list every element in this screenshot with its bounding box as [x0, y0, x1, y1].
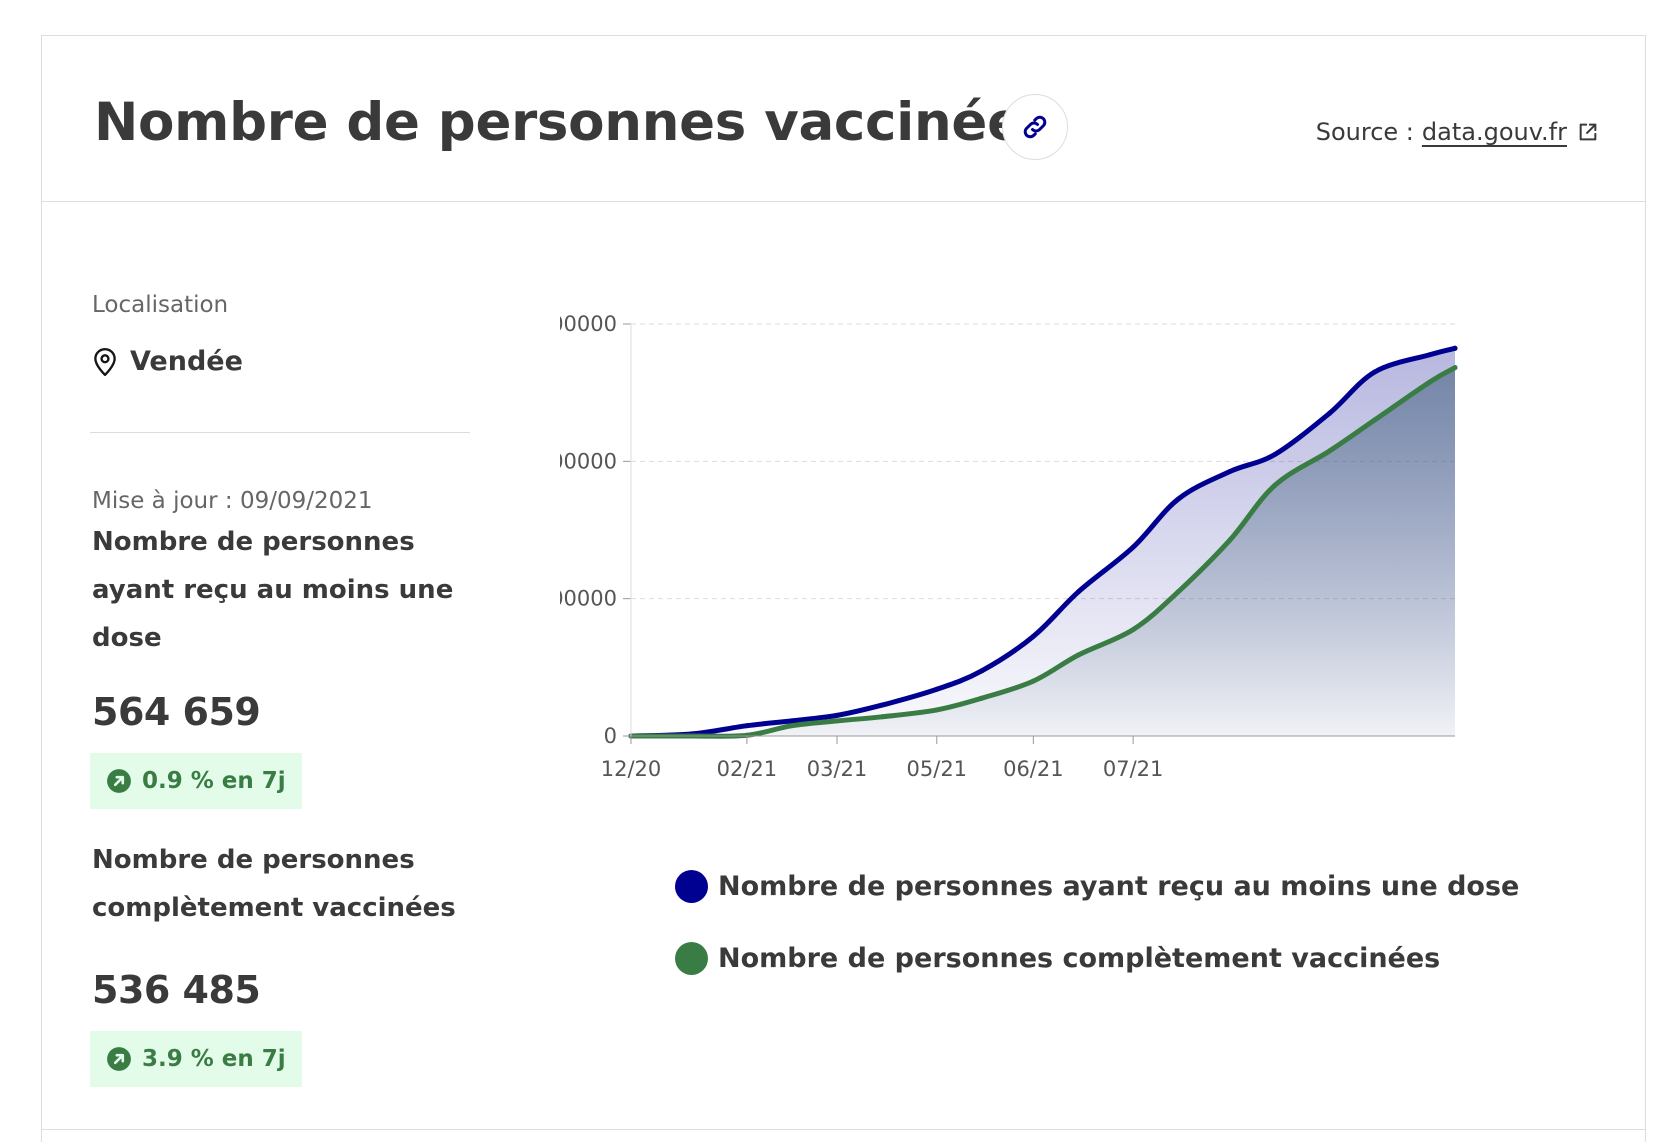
data-point — [979, 668, 985, 674]
chart-svg: 0 200000 400000 600000 12/20 02/21 03/21 05/21 0… — [537, 312, 1458, 781]
arrow-up-right-icon — [107, 769, 131, 793]
x-tick-label: 03/21 — [807, 757, 868, 781]
data-point — [1426, 352, 1432, 358]
update-date: Mise à jour : 09/09/2021 — [92, 488, 373, 514]
stat-label-fully-vaccinated: Nombre de personnes complètement vacciné… — [92, 845, 456, 923]
location-selector[interactable]: Vendée — [92, 346, 243, 377]
legend-marker-first-dose — [675, 870, 708, 903]
trend-badge-fully-vaccinated: 3.9 % en 7j — [90, 1031, 302, 1087]
data-point — [1227, 537, 1233, 543]
arrow-up-right-icon — [107, 1047, 131, 1071]
card-header: Nombre de personnes vaccinées Source : d… — [42, 36, 1645, 202]
page-title: Nombre de personnes vaccinées — [94, 92, 1054, 153]
data-point — [1272, 452, 1278, 457]
source-link[interactable]: data.gouv.fr — [1421, 118, 1567, 146]
data-point — [1327, 448, 1332, 454]
data-point — [979, 695, 985, 701]
stat-label-first-dose: Nombre de personnes ayant reçu au moins … — [92, 527, 454, 653]
data-point — [1075, 589, 1081, 595]
data-point — [1227, 469, 1233, 475]
data-point — [1452, 345, 1458, 351]
source-prefix: Source : — [1315, 118, 1414, 146]
x-tick-label: 02/21 — [717, 757, 778, 781]
data-point — [1452, 365, 1458, 371]
x-tick-label: 05/21 — [907, 757, 968, 781]
location-value: Vendée — [130, 346, 243, 377]
legend-item-fully-vaccinated[interactable]: Nombre de personnes complètement vacciné… — [675, 942, 1440, 975]
x-tick-label: 07/21 — [1103, 757, 1164, 781]
data-point — [1130, 627, 1136, 633]
footer-divider — [42, 1129, 1645, 1130]
stat-value-fully-vaccinated: 536 485 — [92, 968, 261, 1012]
data-point — [1075, 652, 1081, 658]
legend-marker-fully-vaccinated — [675, 942, 708, 975]
y-tick-label: 600000 — [560, 312, 617, 336]
data-point — [879, 714, 885, 720]
link-icon — [1023, 115, 1047, 139]
data-point — [789, 723, 795, 729]
divider — [90, 432, 470, 433]
data-point — [1175, 589, 1181, 595]
series-fully-vaccinated-area — [631, 367, 1455, 737]
y-tick-label: 0 — [604, 724, 617, 748]
data-point — [1372, 369, 1377, 375]
data-point — [789, 718, 795, 724]
copy-link-button[interactable] — [1002, 94, 1068, 160]
data-point — [1272, 482, 1278, 488]
data-point — [934, 707, 940, 713]
legend-item-first-dose[interactable]: Nombre de personnes ayant reçu au moins … — [675, 870, 1519, 903]
trend-text: 0.9 % en 7j — [142, 768, 286, 794]
trend-text: 3.9 % en 7j — [142, 1046, 286, 1072]
data-point — [1426, 379, 1432, 385]
data-point — [1175, 496, 1181, 502]
data-point — [1130, 544, 1136, 550]
data-point — [934, 686, 940, 692]
stat-value-first-dose: 564 659 — [92, 690, 261, 734]
y-tick-label: 400000 — [560, 449, 617, 473]
legend-label: Nombre de personnes ayant reçu au moins … — [718, 871, 1520, 902]
source: Source : data.gouv.fr — [1316, 118, 1599, 146]
data-point — [879, 702, 885, 708]
data-point — [1372, 417, 1377, 423]
x-tick-label: 12/20 — [601, 757, 662, 781]
trend-badge-first-dose: 0.9 % en 7j — [90, 753, 302, 809]
data-point — [1030, 633, 1036, 639]
data-point — [744, 723, 750, 729]
data-point — [834, 718, 840, 724]
legend-label: Nombre de personnes complètement vacciné… — [718, 943, 1441, 974]
y-tick-label: 200000 — [560, 587, 617, 611]
external-link-icon — [1579, 123, 1597, 141]
data-point — [1030, 678, 1036, 684]
data-point — [834, 712, 840, 718]
vaccination-chart: 0 200000 400000 600000 12/20 02/21 03/21 05/21 0… — [537, 310, 1630, 830]
data-point — [1327, 410, 1332, 416]
data-point — [744, 732, 750, 738]
location-label: Localisation — [92, 292, 229, 318]
map-pin-icon — [94, 347, 116, 376]
x-tick-label: 06/21 — [1003, 757, 1064, 781]
